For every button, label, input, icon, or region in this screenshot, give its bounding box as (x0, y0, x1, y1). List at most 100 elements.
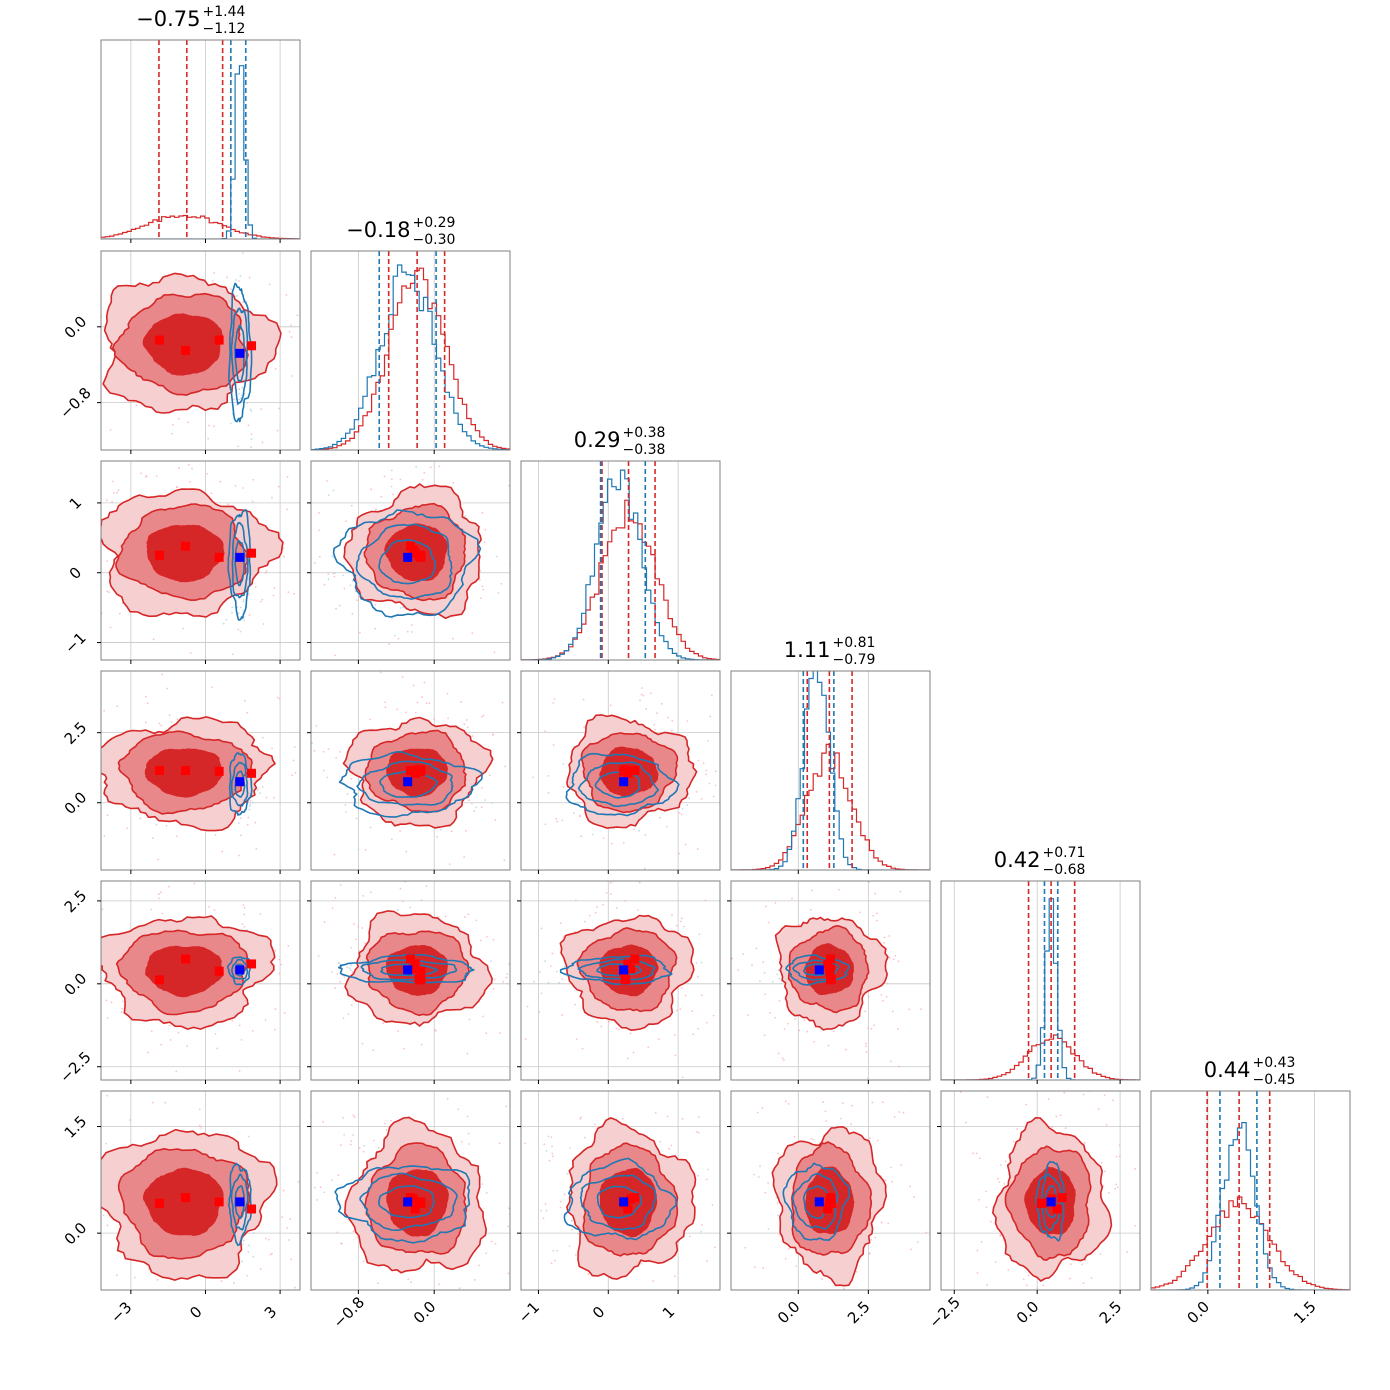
scatter-point (516, 551, 518, 553)
scatter-point (160, 724, 163, 727)
scatter-point (843, 1287, 845, 1290)
scatter-point (454, 1074, 456, 1076)
scatter-point (649, 692, 652, 695)
scatter-point (59, 1310, 61, 1312)
scatter-point (700, 798, 703, 800)
contour-blue-3 (803, 1185, 831, 1219)
marker-red (214, 966, 224, 976)
scatter-point (132, 1303, 134, 1305)
scatter-point (870, 1238, 872, 1241)
scatter-point (426, 874, 428, 876)
scatter-point (481, 1111, 483, 1113)
scatter-point (314, 701, 316, 703)
scatter-point (1022, 1278, 1025, 1281)
scatter-point (42, 488, 44, 490)
scatter-point (588, 914, 591, 917)
scatter-point (439, 828, 442, 831)
scatter-point (242, 609, 245, 612)
scatter-point (551, 952, 554, 955)
scatter-point (276, 429, 279, 432)
scatter-point (725, 991, 727, 993)
scatter-point (976, 1249, 979, 1252)
scatter-point (21, 231, 23, 233)
scatter-point (237, 1359, 239, 1361)
scatter-point (60, 564, 62, 566)
scatter-point (421, 696, 423, 699)
scatter-point (336, 1231, 339, 1234)
scatter-point (323, 921, 326, 923)
scatter-point (986, 1284, 989, 1286)
marker-red (1052, 1204, 1062, 1214)
panel-content (521, 671, 720, 870)
marker-red (620, 765, 630, 775)
scatter-point (652, 1280, 655, 1282)
scatter-point (264, 1276, 266, 1278)
scatter-point (985, 1206, 988, 1209)
scatter-point (475, 806, 478, 809)
scatter-point (283, 1012, 286, 1015)
scatter-point (593, 1123, 596, 1126)
scatter-point (197, 229, 199, 231)
scatter-point (668, 1355, 670, 1357)
scatter-point (213, 909, 216, 912)
scatter-point (1114, 1188, 1117, 1190)
scatter-point (402, 1047, 405, 1050)
scatter-point (327, 573, 330, 576)
scatter-point (160, 891, 162, 894)
scatter-point (654, 728, 656, 731)
scatter-point (238, 1070, 241, 1072)
scatter-point (231, 606, 234, 609)
scatter-point (251, 500, 254, 503)
scatter-point (168, 1043, 170, 1045)
contour-blue-1 (782, 1162, 851, 1241)
scatter-point (302, 1239, 304, 1241)
scatter-point (241, 923, 244, 926)
scatter-point (260, 600, 262, 603)
scatter-point (416, 701, 419, 704)
contour-blue-1 (338, 751, 483, 818)
scatter-point (98, 897, 100, 899)
scatter-point (343, 976, 346, 978)
scatter-point (383, 475, 386, 478)
scatter-point (106, 590, 109, 593)
scatter-point (333, 709, 335, 711)
diag-panel-4: 1.11 +0.81−0.79 (730, 635, 931, 874)
scatter-point (494, 819, 497, 821)
scatter-point (390, 485, 393, 488)
scatter-point (92, 931, 94, 933)
scatter-point (103, 709, 106, 712)
panel-frame (100, 880, 301, 1081)
scatter-point (98, 333, 100, 335)
scatter-point (712, 795, 715, 798)
scatter-point (264, 468, 266, 470)
scatter-point (859, 911, 861, 914)
scatter-point (189, 480, 191, 483)
scatter-point (692, 1033, 695, 1036)
scatter-point (1067, 1302, 1069, 1304)
scatter-point (473, 1278, 476, 1281)
marker-red (154, 975, 164, 985)
scatter-point (403, 1073, 405, 1075)
scatter-point (49, 470, 51, 472)
scatter-point (743, 1164, 745, 1166)
scatter-point (629, 1032, 632, 1035)
scatter-point (485, 935, 488, 938)
scatter-point (695, 790, 698, 793)
scatter-point (242, 1243, 244, 1246)
scatter-point (384, 706, 387, 709)
scatter-point (659, 1140, 662, 1143)
scatter-point (247, 816, 250, 819)
scatter-point (886, 982, 889, 985)
panel-frame (520, 1090, 721, 1291)
scatter-point (394, 432, 396, 434)
scatter-point (632, 828, 635, 831)
marker-blue (403, 965, 413, 975)
scatter-point (91, 643, 93, 645)
scatter-point (239, 630, 242, 633)
marker-red (154, 550, 164, 560)
panel-4-1: 0.0 2.5 (61, 670, 335, 874)
panel-frame (520, 880, 721, 1081)
scatter-point (868, 1252, 871, 1254)
x-tick-label: 1.5 (1290, 1298, 1320, 1328)
y-tick-label: 0.0 (61, 1219, 91, 1249)
